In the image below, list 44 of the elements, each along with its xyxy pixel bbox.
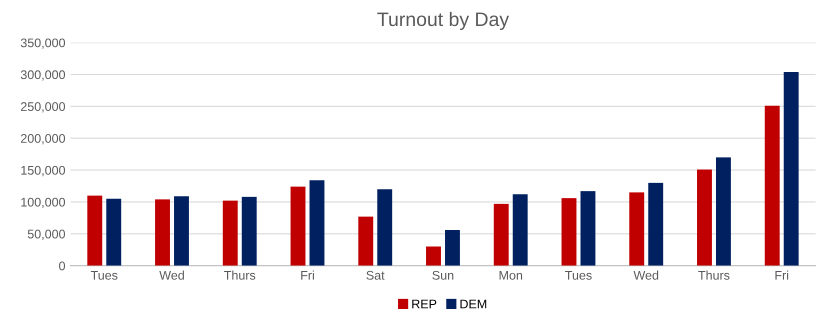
bar xyxy=(426,246,441,266)
x-tick-label: Thurs xyxy=(698,270,730,280)
bar xyxy=(697,169,712,266)
bar xyxy=(562,198,576,266)
y-tick-label: 100,000 xyxy=(21,198,66,208)
bar xyxy=(290,186,306,266)
bar xyxy=(494,204,509,266)
x-tick-label: Fri xyxy=(301,270,314,280)
bar xyxy=(358,216,374,266)
bar xyxy=(87,196,102,266)
y-tick-label: 150,000 xyxy=(21,166,66,176)
bar xyxy=(174,196,189,266)
x-tick-label: Thurs xyxy=(224,270,256,280)
y-tick-label: 0 xyxy=(59,261,66,270)
chart-title: Turnout by Day xyxy=(377,12,510,30)
x-tick-label: Sat xyxy=(366,270,385,280)
bar xyxy=(155,199,170,266)
x-tick-label: Sun xyxy=(432,270,454,280)
x-tick-label: Wed xyxy=(634,270,658,280)
x-tick-label: Fri xyxy=(775,270,788,280)
x-tick-label: Tues xyxy=(565,271,592,280)
bar xyxy=(377,189,392,266)
bar xyxy=(629,192,644,266)
bar xyxy=(784,72,799,266)
bar xyxy=(242,196,257,266)
y-tick-label: 250,000 xyxy=(20,102,66,112)
x-tick-label: Wed xyxy=(159,270,184,280)
x-tick-label: Mon xyxy=(500,271,522,280)
bar xyxy=(106,198,122,266)
bar xyxy=(580,191,596,266)
y-tick-label: 200,000 xyxy=(20,134,66,144)
bar xyxy=(222,200,238,266)
x-tick-label: Tues xyxy=(90,271,118,280)
y-tick-label: 300,000 xyxy=(20,70,66,81)
y-tick-label: 50,000 xyxy=(28,230,66,240)
y-tick-label: 350,000 xyxy=(20,38,66,49)
bar xyxy=(310,180,324,266)
bar xyxy=(716,157,731,266)
bar xyxy=(445,230,460,266)
bar xyxy=(512,194,528,266)
legend-label: DEM xyxy=(460,300,486,308)
bar xyxy=(648,182,664,266)
legend-label: REP xyxy=(412,300,436,308)
bar xyxy=(764,106,780,266)
